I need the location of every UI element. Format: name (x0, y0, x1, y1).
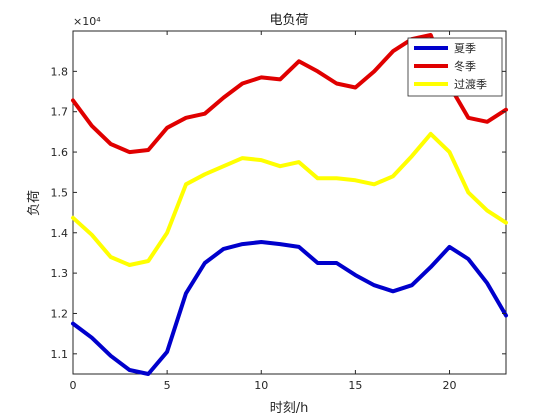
x-tick-label-2: 10 (254, 379, 268, 392)
y-tick-label-3: 1.4 (51, 227, 69, 240)
x-tick-label-4: 20 (443, 379, 457, 392)
x-axis-title: 时刻/h (270, 401, 309, 416)
legend-label-1: 冬季 (454, 59, 476, 73)
chart-title: 电负荷 (269, 13, 308, 28)
y-axis-title: 负荷 (27, 190, 42, 216)
y-tick-label-1: 1.2 (51, 307, 69, 320)
series-line-0 (71, 240, 508, 376)
legend-label-2: 过渡季 (454, 77, 487, 91)
x-tick-label-3: 15 (348, 379, 362, 392)
x-tick-label-1: 5 (164, 379, 171, 392)
y-tick-label-4: 1.5 (51, 186, 69, 199)
legend-label-0: 夏季 (454, 42, 476, 55)
y-tick-label-5: 1.6 (51, 146, 69, 159)
x-tick-label-0: 0 (70, 379, 77, 392)
y-multiplier-label: ×10⁴ (73, 15, 101, 28)
series-line-2 (71, 131, 508, 267)
y-tick-label-0: 1.1 (51, 348, 69, 361)
y-tick-label-7: 1.8 (51, 65, 69, 78)
tick-layer: 0 5 10 15 20 1.1 1.2 1.3 1.4 1.5 1.6 1.7 1.8 (51, 31, 506, 392)
y-tick-label-2: 1.3 (51, 267, 69, 280)
y-tick-label-6: 1.7 (51, 106, 69, 119)
